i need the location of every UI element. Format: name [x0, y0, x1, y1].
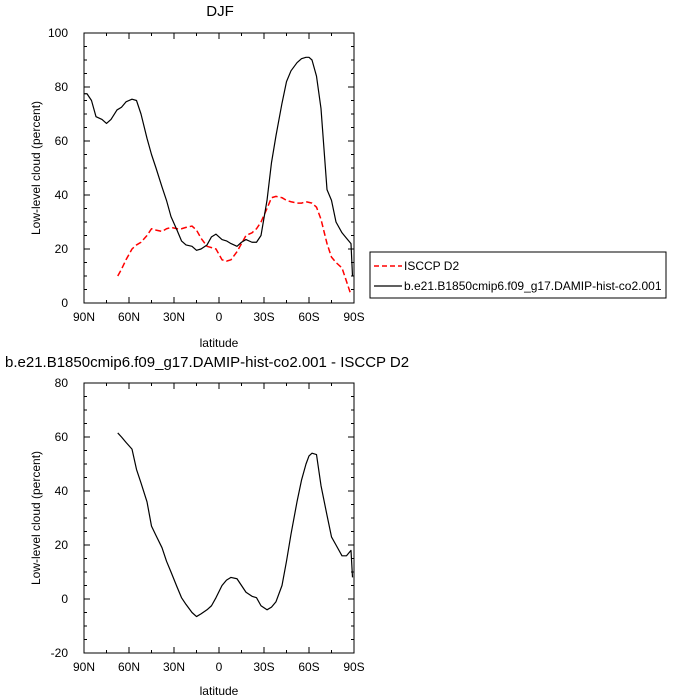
- top-x-tick-label: 60N: [118, 310, 140, 324]
- legend: ISCCP D2 b.e21.B1850cmip6.f09_g17.DAMIP-…: [369, 251, 667, 299]
- bottom-y-tick-label: -20: [51, 646, 69, 660]
- bottom-x-tick-label: 90S: [343, 660, 364, 674]
- top-x-tick-label: 90S: [343, 310, 364, 324]
- legend-isccp-label: ISCCP D2: [404, 259, 459, 273]
- panel-bottom-chart: b.e21.B1850cmip6.f09_g17.DAMIP-hist-co2.…: [5, 354, 409, 698]
- top-y-tick-label: 80: [55, 80, 69, 94]
- top-y-axis-label: Low-level cloud (percent): [29, 101, 43, 235]
- bottom-x-tick-label: 30S: [253, 660, 274, 674]
- bottom-x-tick-label: 30N: [163, 660, 185, 674]
- bottom-x-tick-label: 0: [216, 660, 223, 674]
- panel-top-chart: DJF 90N 60N 30N 0 30S 60S 90S 0 20 40 60 80 100 lat…: [29, 3, 667, 350]
- bottom-y-tick-label: 60: [55, 430, 69, 444]
- top-x-tick-label: 30S: [253, 310, 274, 324]
- top-series-group: [84, 56, 354, 296]
- bottom-series-group: [117, 432, 354, 618]
- bottom-y-tick-label: 80: [55, 376, 69, 390]
- top-series-line-0: [117, 195, 352, 296]
- legend-model-label: b.e21.B1850cmip6.f09_g17.DAMIP-hist-co2.…: [404, 279, 662, 293]
- bottom-y-axis-label: Low-level cloud (percent): [29, 451, 43, 585]
- bottom-x-axis-label: latitude: [200, 684, 239, 698]
- bottom-y-axis: -20 0 20 40 60 80: [51, 376, 354, 660]
- bottom-chart-title: b.e21.B1850cmip6.f09_g17.DAMIP-hist-co2.…: [5, 354, 409, 371]
- top-x-axis: 90N 60N 30N 0 30S 60S 90S: [73, 33, 365, 324]
- top-x-tick-label: 30N: [163, 310, 185, 324]
- bottom-y-tick-label: 20: [55, 538, 69, 552]
- top-y-axis: 0 20 40 60 80 100: [48, 26, 354, 310]
- bottom-x-tick-label: 60N: [118, 660, 140, 674]
- legend-box: [369, 251, 667, 299]
- top-x-tick-label: 0: [216, 310, 223, 324]
- top-y-tick-label: 20: [55, 242, 69, 256]
- top-y-tick-label: 60: [55, 134, 69, 148]
- bottom-series-line-0: [117, 432, 354, 618]
- top-y-tick-label: 40: [55, 188, 69, 202]
- top-y-tick-label: 0: [61, 296, 68, 310]
- bottom-y-tick-label: 40: [55, 484, 69, 498]
- top-x-tick-label: 60S: [298, 310, 319, 324]
- top-x-axis-label: latitude: [200, 336, 239, 350]
- bottom-y-tick-label: 0: [61, 592, 68, 606]
- bottom-x-tick-label: 90N: [73, 660, 95, 674]
- top-x-tick-label: 90N: [73, 310, 95, 324]
- top-chart-title: DJF: [206, 3, 234, 20]
- top-series-line-1: [84, 56, 354, 277]
- top-y-tick-label: 100: [48, 26, 68, 40]
- bottom-x-tick-label: 60S: [298, 660, 319, 674]
- bottom-plot-frame: [83, 382, 355, 654]
- bottom-x-axis: 90N 60N 30N 0 30S 60S 90S: [73, 383, 365, 674]
- top-plot-frame: [83, 32, 355, 304]
